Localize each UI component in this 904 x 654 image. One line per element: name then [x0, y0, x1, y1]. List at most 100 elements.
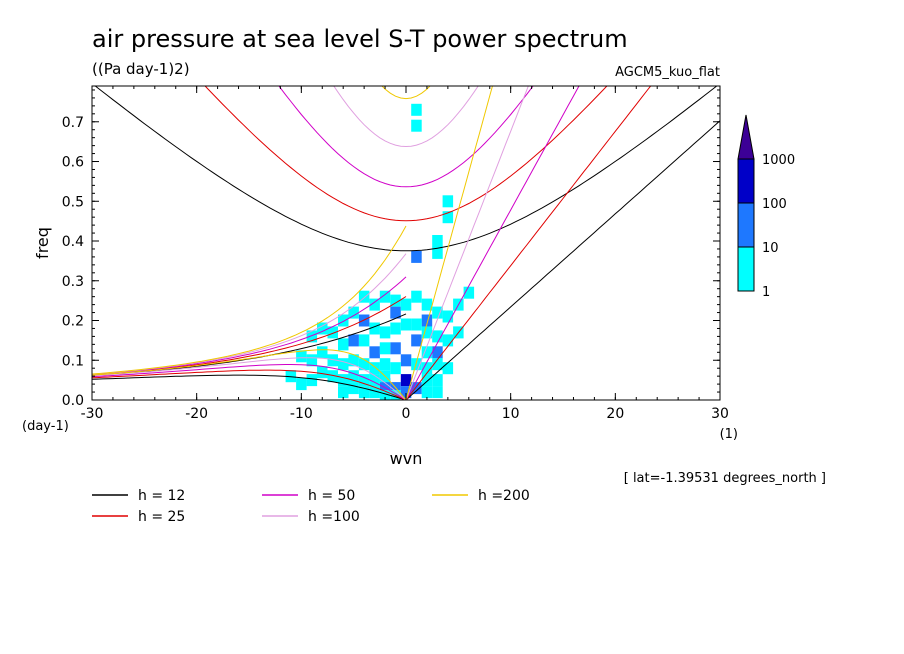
kelvin-wave-curve: [405, 86, 652, 400]
spectrum-cell: [390, 322, 401, 335]
spectrum-cell: [442, 334, 454, 347]
spectrum-cell: [338, 386, 349, 399]
x-tick-label: -20: [185, 406, 208, 422]
chart-title: air pressure at sea level S-T power spec…: [92, 25, 628, 53]
colorbar-label: 1: [762, 285, 770, 300]
spectrum-cell: [338, 338, 349, 351]
spectrum-cell: [348, 354, 359, 367]
spectrum-cell: [432, 246, 443, 259]
y-tick-label: 0.1: [62, 353, 84, 369]
spectrum-cell: [296, 378, 307, 391]
colorbar-label: 1000: [762, 153, 795, 168]
spectrum-cell: [421, 374, 433, 387]
spectrum-cell: [421, 314, 433, 327]
legend-label: h = 25: [138, 509, 185, 525]
inertia-gravity-curve: [381, 86, 431, 100]
spectrum-cell: [421, 298, 433, 311]
y-tick-label: 0.0: [62, 393, 84, 409]
kelvin-wave-curve: [405, 120, 720, 400]
spectrum-cell: [411, 334, 422, 347]
spectrum-cell: [400, 318, 412, 331]
rossby-wave-curve: [92, 374, 407, 400]
spectrum-cell: [348, 306, 359, 319]
spectrum-cell: [432, 386, 443, 399]
y-tick-label: 0.4: [62, 234, 84, 250]
colorbar-arrow: [737, 114, 755, 160]
spectrum-cell: [411, 250, 422, 263]
kelvin-wave-curve: [405, 86, 580, 400]
spectrum-cell: [379, 390, 391, 400]
spectrum-cell: [432, 346, 443, 359]
spectrum-cell: [338, 314, 349, 327]
spectrum-cell: [400, 298, 412, 311]
y-tick-label: 0.5: [62, 194, 84, 210]
y-tick-label: 0.6: [62, 155, 84, 171]
spectrum-cell: [411, 119, 422, 132]
spectrum-cell: [390, 294, 401, 307]
spectrum-cell: [327, 370, 338, 383]
inertia-gravity-curve: [94, 86, 718, 252]
spectrum-cell: [400, 354, 412, 367]
spectrum-cell: [358, 334, 370, 347]
dispersion-curves: [92, 86, 720, 400]
spectrum-cell: [285, 370, 297, 383]
spectrum-cell: [338, 358, 349, 371]
spectrum-cell: [442, 195, 454, 208]
colorbar-label: 10: [762, 241, 779, 256]
colorbar-box: [737, 246, 755, 292]
x-tick-label: 10: [502, 406, 520, 422]
spectrum-cell: [369, 346, 380, 359]
spectrum-cell: [369, 322, 380, 335]
inertia-gravity-curve: [333, 86, 479, 148]
inertia-gravity-curve: [278, 86, 534, 188]
lat-annotation: [ lat=-1.39531 degrees_north ]: [624, 471, 826, 486]
spectrum-cell: [421, 362, 433, 375]
y-axis-ticks: 0.0 0.1 0.2 0.3 0.4 0.5 0.6 0.7: [62, 89, 720, 409]
spectrum-cell: [306, 354, 318, 367]
spectrum-cell: [369, 386, 380, 399]
x-tick-label: 30: [711, 406, 729, 422]
spectrum-cell: [390, 342, 401, 355]
spectrum-cell: [317, 346, 328, 359]
x-tick-label: -10: [290, 406, 313, 422]
x-tick-label: 0: [402, 406, 411, 422]
spectrum-cell: [432, 330, 443, 343]
spectrum-cell: [358, 374, 370, 387]
model-label: AGCM5_kuo_flat: [615, 65, 720, 80]
spectrum-cell: [358, 290, 370, 303]
x-tick-label: 20: [606, 406, 624, 422]
spectrum-cell: [442, 211, 454, 224]
legend-label: h = 12: [138, 488, 185, 504]
spectrum-cell: [327, 354, 338, 367]
spectrum-cell: [379, 358, 391, 371]
y-tick-label: 0.3: [62, 274, 84, 290]
spectrum-cell: [348, 382, 359, 395]
spectrum-cell: [411, 382, 422, 395]
spectrum-cell: [432, 306, 443, 319]
spectrum-cell: [358, 358, 370, 371]
spectrum-cell: [296, 350, 307, 363]
spectrum-cell: [421, 386, 433, 399]
rossby-wave-curve: [92, 369, 407, 400]
spectrum-cell: [306, 330, 318, 343]
legend-label: h = 50: [308, 488, 355, 504]
spectrum-cell: [348, 370, 359, 383]
kelvin-wave-curve: [405, 86, 529, 400]
spectrum-cell: [421, 346, 433, 359]
spectrum-cell: [317, 366, 328, 379]
rossby-wave-curve: [92, 364, 407, 400]
chart-subtitle: ((Pa day-1)2): [92, 60, 190, 78]
spectrum-cell: [317, 322, 328, 335]
spectrum-cell: [411, 103, 422, 116]
spectrum-cells: [285, 103, 475, 400]
spectrum-cell: [411, 318, 422, 331]
spectrum-cell: [379, 378, 391, 391]
x-unit-label: (1): [720, 427, 738, 442]
x-tick-label: -30: [81, 406, 104, 422]
spectrum-cell: [432, 374, 443, 387]
spectrum-cell: [338, 374, 349, 387]
legend: h = 12 h = 25 h = 50 h =100 h =200: [92, 488, 530, 525]
spectrum-cell: [442, 310, 454, 323]
legend-label: h =100: [308, 509, 360, 525]
rossby-wave-curve: [92, 357, 407, 400]
